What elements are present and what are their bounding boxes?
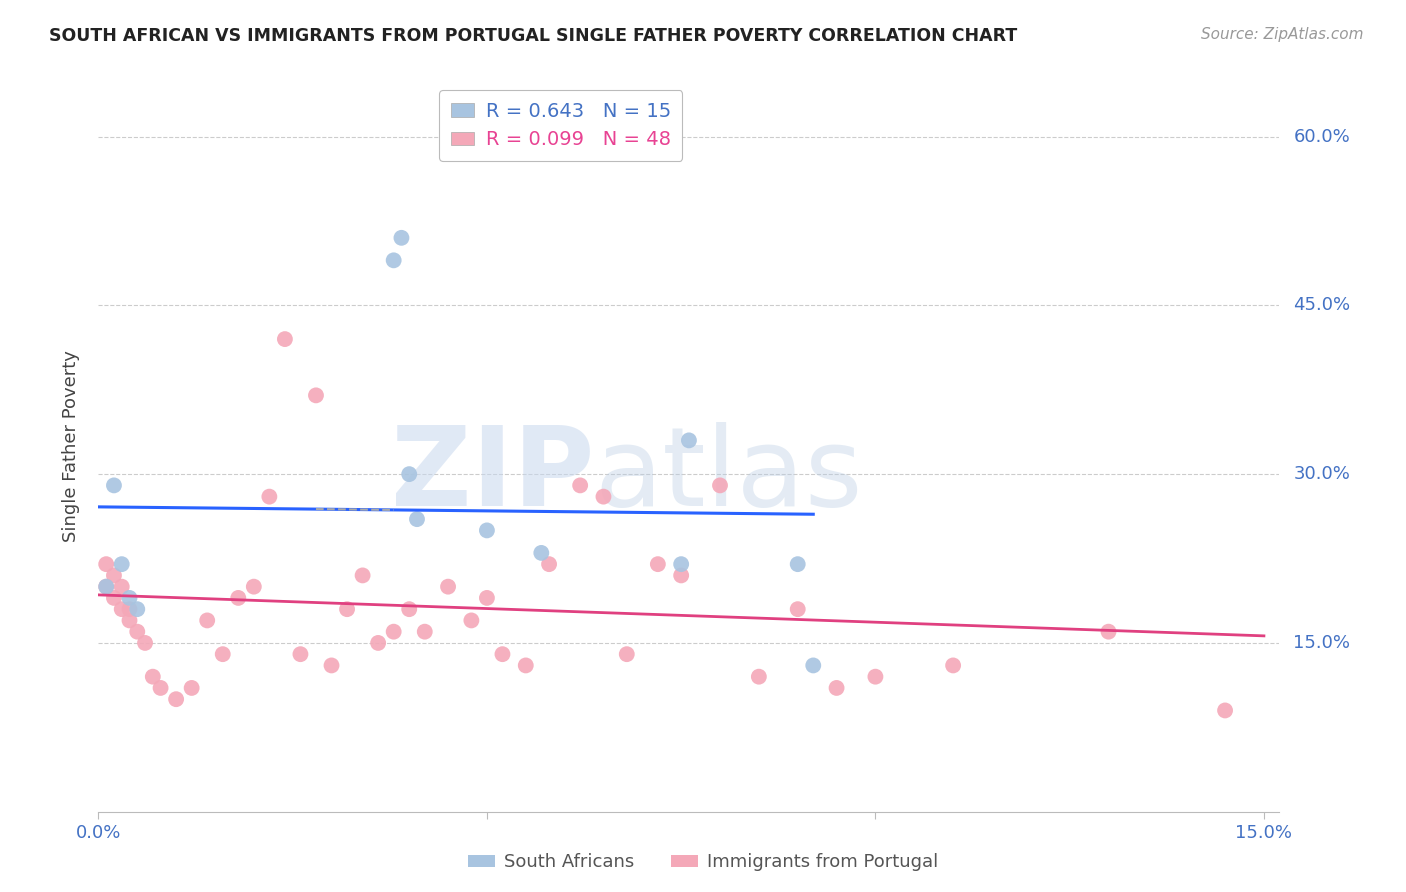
Point xyxy=(475,524,498,538)
Point xyxy=(103,478,125,492)
Point xyxy=(382,624,405,639)
Point xyxy=(243,580,266,594)
Point xyxy=(127,602,149,616)
Point xyxy=(825,681,848,695)
Point xyxy=(669,568,692,582)
Point xyxy=(413,624,436,639)
Text: ZIP: ZIP xyxy=(391,422,595,529)
Point xyxy=(274,332,297,346)
Point xyxy=(382,253,405,268)
Point xyxy=(211,647,233,661)
Point xyxy=(111,580,134,594)
Point xyxy=(127,624,149,639)
Point xyxy=(226,591,249,605)
Point xyxy=(1213,703,1236,717)
Legend: R = 0.643   N = 15, R = 0.099   N = 48: R = 0.643 N = 15, R = 0.099 N = 48 xyxy=(439,90,682,161)
Point xyxy=(460,614,482,628)
Point xyxy=(352,568,374,582)
Point xyxy=(391,231,413,245)
Point xyxy=(786,602,808,616)
Text: Source: ZipAtlas.com: Source: ZipAtlas.com xyxy=(1201,27,1364,42)
Point xyxy=(118,602,141,616)
Point xyxy=(259,490,281,504)
Point xyxy=(111,557,134,571)
Legend: South Africans, Immigrants from Portugal: South Africans, Immigrants from Portugal xyxy=(461,847,945,879)
Point xyxy=(96,580,118,594)
Point xyxy=(96,557,118,571)
Point xyxy=(786,557,808,571)
Point xyxy=(669,557,692,571)
Text: 30.0%: 30.0% xyxy=(1294,465,1350,483)
Text: atlas: atlas xyxy=(595,422,863,529)
Y-axis label: Single Father Poverty: Single Father Poverty xyxy=(62,350,80,542)
Text: 45.0%: 45.0% xyxy=(1294,296,1351,314)
Point xyxy=(96,580,118,594)
Point xyxy=(616,647,638,661)
Point xyxy=(134,636,156,650)
Point xyxy=(942,658,965,673)
Point xyxy=(678,434,700,448)
Point xyxy=(118,614,141,628)
Point xyxy=(149,681,172,695)
Point xyxy=(592,490,614,504)
Text: SOUTH AFRICAN VS IMMIGRANTS FROM PORTUGAL SINGLE FATHER POVERTY CORRELATION CHAR: SOUTH AFRICAN VS IMMIGRANTS FROM PORTUGA… xyxy=(49,27,1018,45)
Text: 60.0%: 60.0% xyxy=(1294,128,1350,145)
Point xyxy=(111,602,134,616)
Point xyxy=(367,636,389,650)
Point xyxy=(195,614,218,628)
Point xyxy=(475,591,498,605)
Point xyxy=(491,647,513,661)
Point xyxy=(336,602,359,616)
Point xyxy=(709,478,731,492)
Point xyxy=(748,670,770,684)
Point xyxy=(398,467,420,482)
Point xyxy=(865,670,887,684)
Point xyxy=(569,478,592,492)
Point xyxy=(515,658,537,673)
Point xyxy=(103,591,125,605)
Point xyxy=(165,692,187,706)
Point xyxy=(398,602,420,616)
Point xyxy=(801,658,824,673)
Point xyxy=(290,647,312,661)
Point xyxy=(118,591,141,605)
Text: 15.0%: 15.0% xyxy=(1294,634,1350,652)
Point xyxy=(103,568,125,582)
Point xyxy=(406,512,429,526)
Point xyxy=(530,546,553,560)
Point xyxy=(1097,624,1119,639)
Point xyxy=(305,388,328,402)
Point xyxy=(142,670,165,684)
Point xyxy=(180,681,202,695)
Point xyxy=(538,557,561,571)
Point xyxy=(437,580,460,594)
Point xyxy=(647,557,669,571)
Point xyxy=(321,658,343,673)
